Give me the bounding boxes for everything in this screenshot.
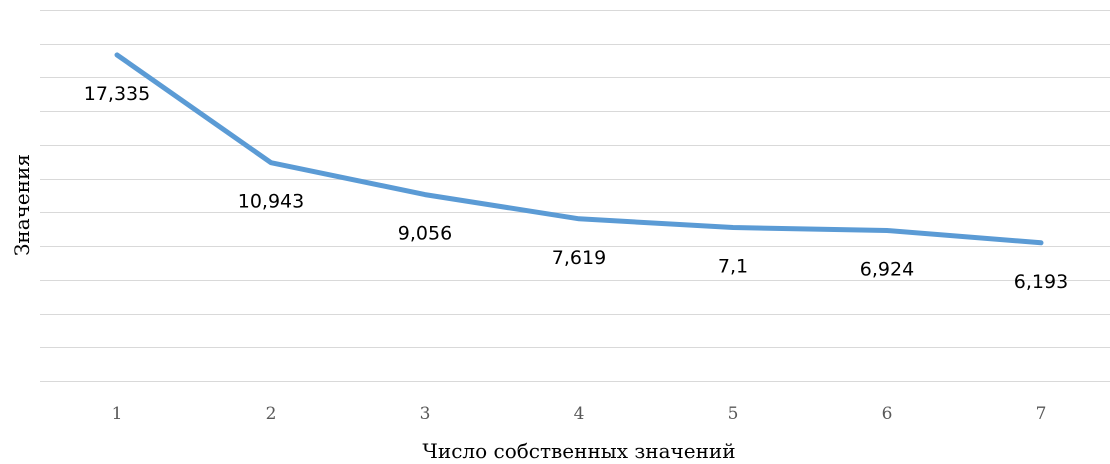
x-tick-label-3: 3 (420, 404, 431, 424)
series-line (114, 52, 1044, 246)
x-axis-title: Число собственных значений (422, 439, 735, 463)
data-label-1: 17,335 (84, 83, 150, 105)
x-tick-label-4: 4 (574, 404, 585, 424)
data-label-3: 9,056 (398, 223, 452, 245)
data-label-7: 6,193 (1014, 271, 1068, 293)
gridlines (40, 10, 1110, 382)
x-tick-label-2: 2 (266, 404, 277, 424)
data-label-4: 7,619 (552, 247, 606, 269)
data-label-2: 10,943 (238, 191, 304, 213)
x-tick-label-7: 7 (1036, 404, 1047, 424)
x-tick-label-6: 6 (882, 404, 893, 424)
x-tick-label-1: 1 (112, 404, 123, 424)
x-tick-labels: 1 2 3 4 5 6 7 (112, 404, 1047, 424)
data-label-6: 6,924 (860, 259, 914, 281)
data-labels: 17,335 10,943 9,056 7,619 7,1 6,924 6,193 (84, 83, 1068, 293)
y-axis-title: Значения (10, 154, 34, 256)
x-tick-label-5: 5 (728, 404, 739, 424)
data-label-5: 7,1 (718, 256, 748, 278)
